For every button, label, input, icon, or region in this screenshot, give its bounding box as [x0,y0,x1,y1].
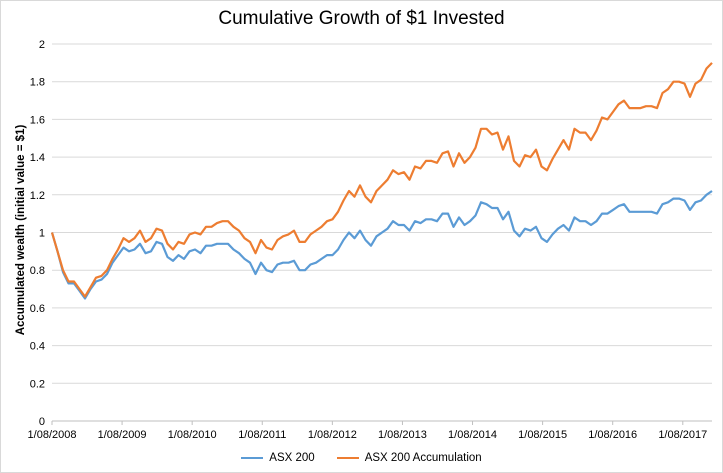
chart-title: Cumulative Growth of $1 Invested [218,8,505,29]
x-tick-label: 1/08/2016 [588,429,637,441]
y-tick-label: 1.4 [30,152,45,164]
x-tick-label: 1/08/2015 [518,429,567,441]
legend-item-asx200-accumulation: ASX 200 Accumulation [336,452,482,464]
x-tick-label: 1/08/2014 [448,429,497,441]
y-tick-label: 1.2 [30,190,45,202]
y-tick-label: 2 [39,39,45,51]
x-tick-label: 1/08/2012 [308,429,357,441]
x-tick-label: 1/08/2008 [28,429,77,441]
x-tick-label: 1/08/2009 [98,429,147,441]
series-line-asx-200 [50,190,713,300]
legend-label-asx200-accumulation: ASX 200 Accumulation [364,452,482,464]
y-tick-label: 0.8 [30,265,45,277]
x-tick-label: 1/08/2010 [168,429,217,441]
legend-swatch-asx200 [241,457,264,459]
legend-item-asx200: ASX 200 [241,452,315,464]
y-tick-label: 1 [39,228,45,240]
series-line-asx-200-accumulation [50,62,713,298]
legend: ASX 200 ASX 200 Accumulation [0,452,723,464]
x-tick-label: 1/08/2011 [238,429,286,441]
legend-swatch-asx200-accumulation [336,457,359,459]
x-tick-label: 1/08/2013 [378,429,427,441]
x-tick-label: 1/08/2017 [658,429,707,441]
legend-label-asx200: ASX 200 [269,452,315,464]
y-tick-label: 0.6 [30,303,45,315]
y-tick-label: 1.6 [30,114,45,126]
y-tick-label: 1.8 [30,77,45,89]
y-tick-label: 0.4 [30,341,45,353]
y-tick-label: 0 [39,416,45,428]
y-tick-label: 0.2 [30,378,45,390]
